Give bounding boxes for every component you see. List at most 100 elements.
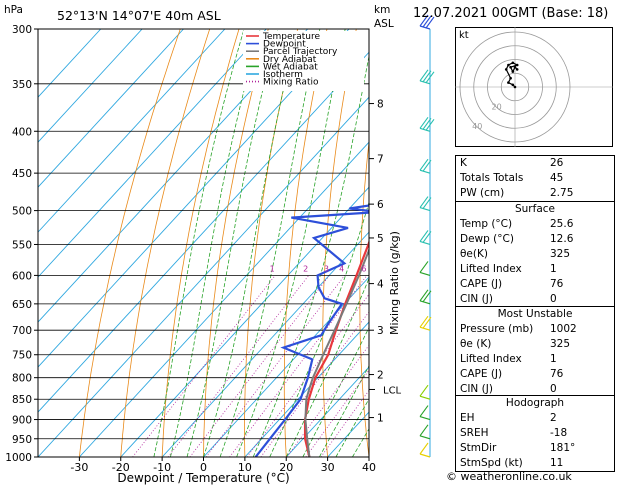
wet-adiabat-line xyxy=(302,326,369,457)
index-row: PW (cm) 2.75 xyxy=(460,187,574,199)
height-tick-label: 8 xyxy=(377,99,384,111)
isotherm-line xyxy=(38,29,143,143)
wind-barb-flag xyxy=(422,117,432,130)
wet-adiabat-line xyxy=(153,29,245,457)
wind-barb xyxy=(419,80,431,85)
hodograph-params-panel: Hodograph EH 2 SREH -18 StmDir 181° StmSpd … xyxy=(455,395,615,472)
most-unstable-panel: Most Unstable Pressure (mb) 1002 θe (K) 32… xyxy=(455,306,615,398)
height-tick-label: 6 xyxy=(377,199,384,211)
wind-barb-flag xyxy=(419,196,429,208)
pressure-tick-label: 850 xyxy=(12,394,32,406)
isotherm-line xyxy=(38,29,350,368)
wet-adiabat-line xyxy=(186,29,279,457)
wind-barb-flag xyxy=(419,261,429,273)
pressure-tick-label: 350 xyxy=(12,79,32,91)
wind-barb-flag xyxy=(425,71,435,84)
temp-tick-label: -10 xyxy=(153,461,171,474)
temp-tick-label: 20 xyxy=(279,461,293,474)
pressure-tick-label: 550 xyxy=(12,239,32,251)
wind-barb-flag xyxy=(422,231,432,243)
wet-adiabat-line xyxy=(319,365,369,457)
hodograph-point xyxy=(511,83,515,87)
hodograph-ring-label: 20 xyxy=(492,102,502,111)
isotherm-line xyxy=(161,231,369,457)
mixing-ratio-label: 6 xyxy=(361,264,366,273)
legend-label: Wet Adiabat xyxy=(263,62,318,72)
hodograph-point xyxy=(509,76,512,80)
hodograph-point xyxy=(507,81,510,84)
isotherm-line xyxy=(285,366,369,457)
hodograph-params-title: Hodograph xyxy=(505,397,565,409)
km-label: km xyxy=(374,4,390,16)
wind-barb-flag xyxy=(419,442,429,455)
hodograph-point xyxy=(507,63,510,67)
wind-barb-flag xyxy=(425,16,435,29)
hpa-label: hPa xyxy=(4,4,23,16)
temp-tick-label: -20 xyxy=(112,461,130,474)
hodograph-point xyxy=(511,61,515,65)
wind-barb-flag xyxy=(419,69,429,82)
mixing-ratio-line xyxy=(246,293,369,457)
wind-barb-flag xyxy=(419,384,429,397)
mixing-ratio-line xyxy=(305,369,369,457)
height-tick-label: 5 xyxy=(377,233,384,245)
hodo-row: SREH -18 xyxy=(460,427,568,439)
pressure-tick-label: 300 xyxy=(12,24,32,36)
index-row: K 26 xyxy=(460,157,564,169)
legend-box xyxy=(243,31,364,91)
mixing-ratio-label: 4 xyxy=(339,264,344,273)
pressure-tick-label: 950 xyxy=(12,434,32,446)
dry-adiabat-line xyxy=(431,29,452,457)
pressure-tick-label: 500 xyxy=(12,206,32,218)
hodo-row: StmDir 181° xyxy=(460,442,576,454)
mixing-ratio-line xyxy=(260,311,369,457)
mu-row: Lifted Index 1 xyxy=(460,353,557,365)
legend-label: Dry Adiabat xyxy=(263,55,317,65)
surface-row: CIN (J) 0 xyxy=(460,293,557,305)
isotherm-line xyxy=(38,29,184,188)
pressure-tick-label: 400 xyxy=(12,126,32,138)
hodo-row: StmSpd (kt) 11 xyxy=(460,457,564,469)
mixing-ratio-label: 2 xyxy=(303,264,308,273)
index-row: Totals Totals 45 xyxy=(460,172,564,184)
hodograph-point xyxy=(511,70,515,73)
wind-barb-flag xyxy=(419,405,429,417)
surface-row: Lifted Index 1 xyxy=(460,263,557,275)
wind-barb xyxy=(419,207,431,212)
hodograph-point xyxy=(515,68,519,71)
height-tick-label: 3 xyxy=(377,325,384,337)
wind-barb xyxy=(419,415,431,421)
dry-adiabat-line xyxy=(322,29,357,457)
mixing-ratio-label: 25 xyxy=(445,264,455,273)
wind-barb xyxy=(419,169,431,174)
wind-barb-flag xyxy=(419,116,429,129)
pressure-tick-label: 750 xyxy=(12,350,32,362)
wind-barb xyxy=(419,25,431,30)
pressure-tick-label: 800 xyxy=(12,373,32,385)
height-tick-label: 2 xyxy=(377,370,384,382)
hodograph-ring-label: 40 xyxy=(472,122,482,131)
surface-row: Dewp (°C) 12.6 xyxy=(460,233,574,245)
asl-label: ASL xyxy=(374,18,394,30)
plot-area: 1 2 3 4 6 8 10 15 20 25 xyxy=(38,29,629,457)
wind-barb-flag xyxy=(422,15,432,28)
wind-barb-flag xyxy=(419,230,429,242)
wind-barb-flag xyxy=(422,290,432,303)
wind-barb xyxy=(419,271,431,276)
pressure-tick-label: 450 xyxy=(12,168,32,180)
pressure-tick-label: 900 xyxy=(12,415,32,427)
wind-barb-flag xyxy=(419,158,429,171)
temp-tick-label: -30 xyxy=(70,461,88,474)
dry-adiabat-line xyxy=(620,29,629,457)
mixing-ratio-axis-label: Mixing Ratio (g/kg) xyxy=(388,231,401,335)
legend-label: Isotherm xyxy=(263,70,303,80)
date-label: 12.07.2021 00GMT (Base: 18) xyxy=(413,6,609,21)
isotherm-line xyxy=(203,276,369,457)
temp-tick-label: 0 xyxy=(200,461,207,474)
wind-barb xyxy=(419,300,431,305)
hodograph-point xyxy=(509,65,512,69)
wind-barb xyxy=(419,326,431,331)
mu-row: CIN (J) 0 xyxy=(460,383,557,395)
